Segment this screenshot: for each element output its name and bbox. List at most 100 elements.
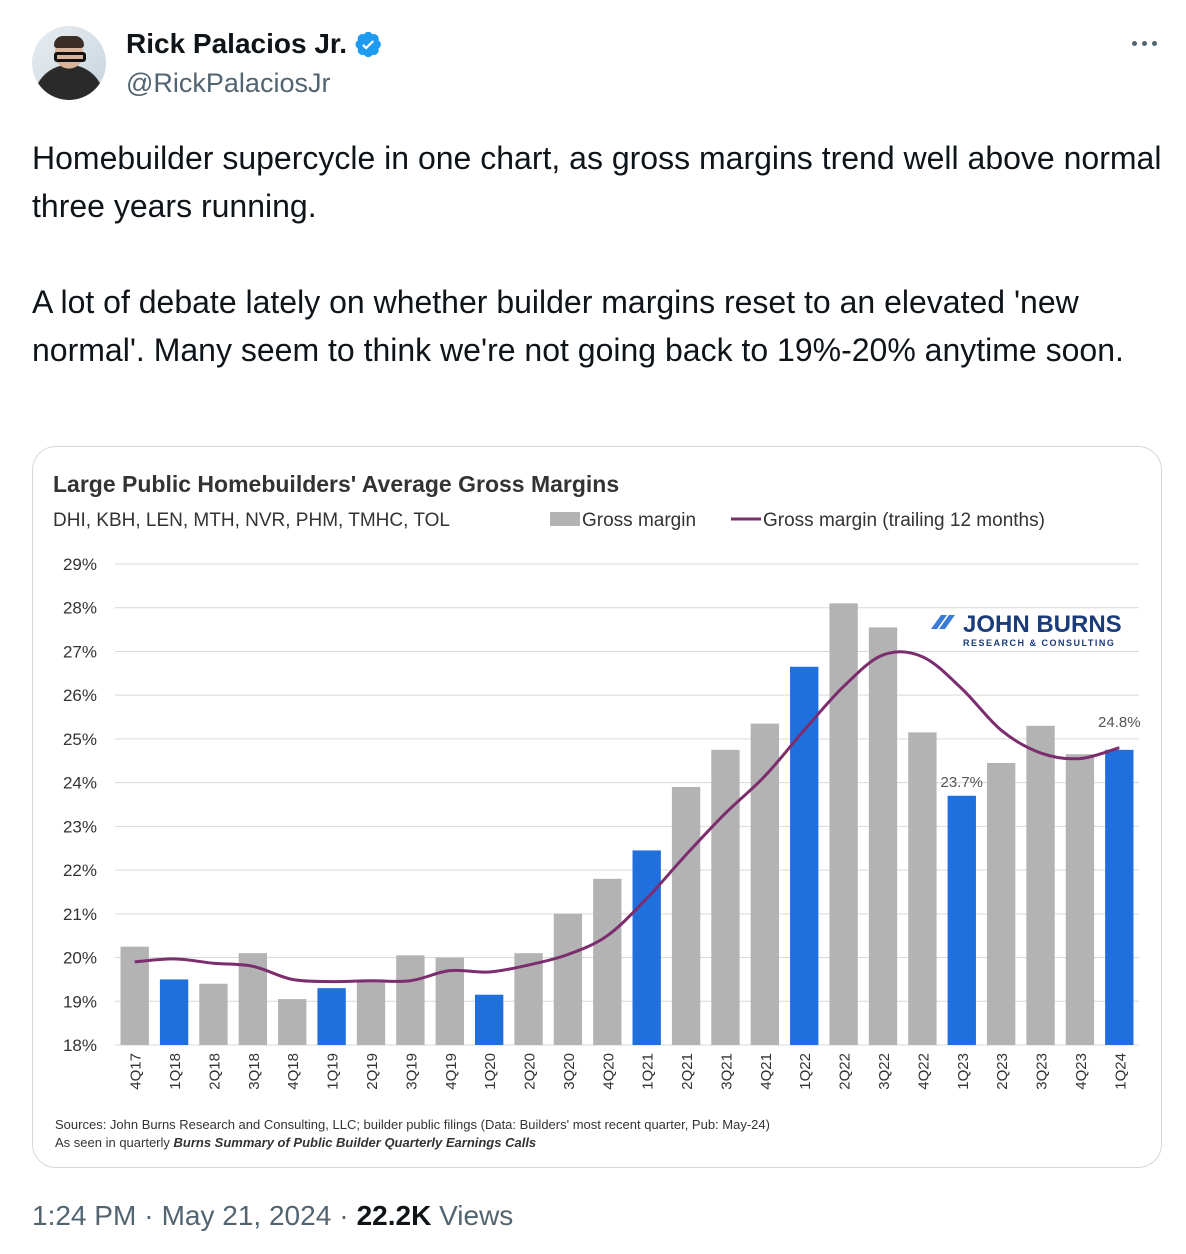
y-tick-label: 27% [63,642,97,661]
bar-1Q22 [790,666,819,1045]
bar-3Q23 [1026,725,1055,1045]
bar-3Q22 [868,627,898,1045]
bar-2Q23 [986,762,1016,1045]
bar-4Q17 [120,946,149,1045]
john-burns-logo: JOHN BURNS RESEARCH & CONSULTING [931,611,1122,648]
x-tick-label: 1Q19 [325,1053,342,1090]
bar-series [120,603,1134,1045]
y-tick-label: 19% [63,992,97,1011]
y-tick-label: 21% [63,905,97,924]
author-name[interactable]: Rick Palacios Jr. [126,28,348,59]
trailing-12m-line [134,650,1120,984]
bar-3Q21 [711,749,740,1045]
y-tick-label: 29% [63,555,97,574]
x-tick-label: 1Q22 [797,1053,814,1090]
x-tick-label: 3Q22 [876,1053,893,1090]
tweet-paragraph-1: Homebuilder supercycle in one chart, as … [32,140,1162,224]
bar-4Q18 [278,999,307,1045]
x-tick-label: 1Q24 [1112,1053,1129,1090]
x-tick-label: 2Q20 [522,1053,539,1090]
x-tick-label: 2Q18 [206,1053,223,1090]
x-tick-label: 4Q23 [1073,1053,1090,1090]
bar-3Q20 [553,913,583,1045]
bar-4Q21 [750,723,780,1045]
source-prefix: As seen in quarterly [55,1135,174,1150]
y-tick-label: 26% [63,686,97,705]
bar-1Q23 [947,795,976,1045]
x-tick-label: 2Q22 [837,1053,854,1090]
bar-2Q21 [671,787,701,1045]
bar-1Q19 [317,988,346,1045]
logo-mark-icon [931,615,947,629]
line-series [134,650,1120,984]
verified-badge-icon [355,31,381,57]
bar-1Q20 [474,994,504,1045]
bar-1Q21 [632,850,661,1045]
logo-tagline: RESEARCH & CONSULTING [963,638,1115,648]
author-handle[interactable]: @RickPalaciosJr [126,68,331,98]
more-dots-icon[interactable] [1124,28,1164,58]
views-label: Views [439,1200,514,1231]
tweet-date[interactable]: May 21, 2024 [161,1200,332,1231]
y-tick-label: 18% [63,1036,97,1055]
data-labels: 23.7% 24.8% [940,714,1140,791]
bar-4Q20 [593,878,622,1045]
x-tick-label: 3Q23 [1034,1053,1051,1090]
chart-svg: Large Public Homebuilders' Average Gross… [53,471,1141,1150]
x-tick-label: 1Q20 [482,1053,499,1090]
y-tick-label: 20% [63,949,97,968]
data-label: 24.8% [1098,714,1141,731]
chart-title: Large Public Homebuilders' Average Gross… [53,471,619,497]
x-tick-label: 4Q17 [128,1053,145,1090]
footer-separator: · [339,1200,349,1231]
logo-name: JOHN BURNS [963,611,1122,638]
tweet-time[interactable]: 1:24 PM [32,1200,137,1231]
x-tick-label: 4Q18 [285,1053,302,1090]
x-tick-label: 2Q19 [364,1053,381,1090]
bar-2Q22 [829,603,858,1045]
footer-separator: · [144,1200,154,1231]
x-tick-label: 4Q22 [915,1053,932,1090]
chart-image-card[interactable]: Large Public Homebuilders' Average Gross… [32,446,1162,1168]
avatar-hair [54,36,84,48]
bar-4Q22 [908,732,937,1045]
y-tick-label: 22% [63,861,97,880]
data-label: 23.7% [940,774,983,791]
x-tick-label: 4Q21 [758,1053,775,1090]
chart-subtitle: DHI, KBH, LEN, MTH, NVR, PHM, TMHC, TOL [53,510,450,531]
y-tick-label: 28% [63,599,97,618]
author-avatar[interactable] [32,26,106,100]
bar-1Q24 [1105,749,1134,1045]
source-emphasis: Burns Summary of Public Builder Quarterl… [174,1135,537,1150]
x-tick-label: 3Q19 [403,1053,420,1090]
bar-1Q18 [159,979,189,1045]
x-tick-label: 3Q21 [718,1053,735,1090]
legend-bar-label: Gross margin [582,510,696,531]
legend-bar-swatch [550,512,580,526]
bar-4Q23 [1065,754,1095,1045]
x-tick-label: 4Q20 [600,1053,617,1090]
y-tick-label: 25% [63,730,97,749]
y-tick-label: 23% [63,817,97,836]
views-count: 22.2K [356,1200,432,1231]
tweet-text: Homebuilder supercycle in one chart, as … [32,134,1162,374]
y-tick-label: 24% [63,774,97,793]
chart-grid [115,563,1139,1046]
y-axis-ticks: 18% 19% 20% 21% 22% 23% 24% 25% 26% 27% 28% 29% [63,555,97,1055]
chart-source-note: Sources: John Burns Research and Consult… [55,1117,770,1132]
x-tick-label: 2Q23 [994,1053,1011,1090]
x-tick-label: 4Q19 [443,1053,460,1090]
x-tick-label: 3Q20 [561,1053,578,1090]
tweet-footer: 1:24 PM · May 21, 2024 · 22.2K Views [32,1200,513,1232]
x-tick-label: 2Q21 [679,1053,696,1090]
bar-3Q19 [396,955,425,1045]
avatar-glasses [54,52,86,62]
author-name-row: Rick Palacios Jr. [126,28,382,60]
x-axis-ticks: 4Q17 1Q18 2Q18 3Q18 4Q18 1Q19 2Q19 3Q19 4Q19 1Q20… [128,1053,1130,1090]
chart-source-line2: As seen in quarterly Burns Summary of Pu… [55,1135,536,1150]
x-tick-label: 3Q18 [246,1053,263,1090]
tweet-paragraph-2: A lot of debate lately on whether builde… [32,284,1124,368]
x-tick-label: 1Q23 [955,1053,972,1090]
legend-line-label: Gross margin (trailing 12 months) [763,510,1045,531]
bar-2Q18 [199,983,228,1045]
